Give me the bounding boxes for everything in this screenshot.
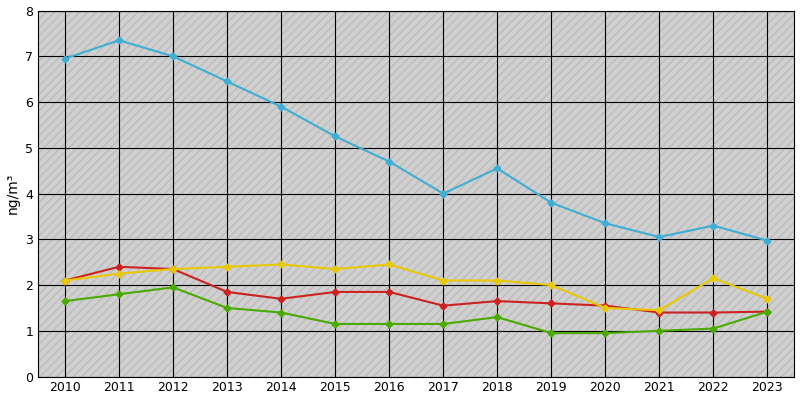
Y-axis label: ng/m³: ng/m³ [6, 173, 19, 214]
